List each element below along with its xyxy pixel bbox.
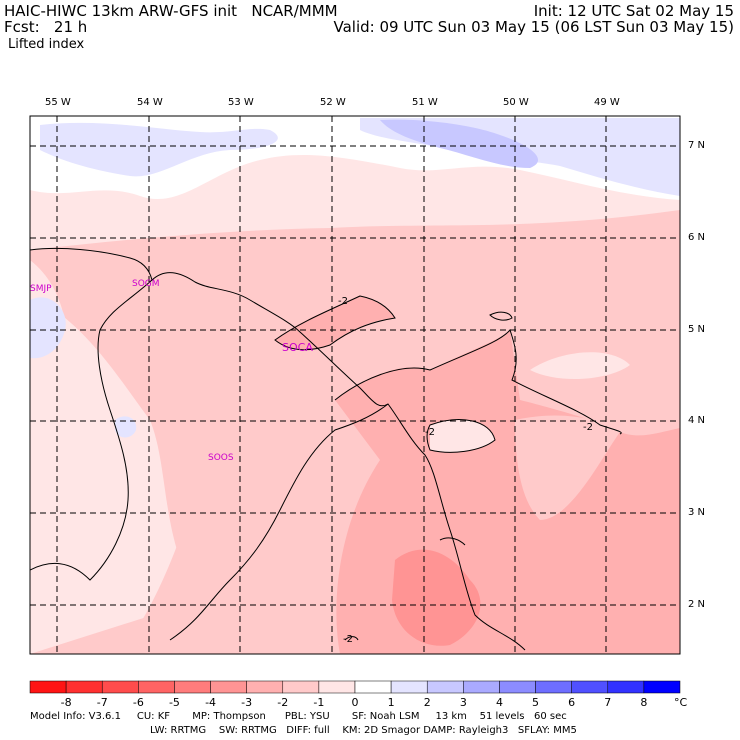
lon-label: 49 W — [594, 97, 620, 108]
lon-label: 50 W — [503, 97, 529, 108]
station-label: SOOS — [208, 453, 234, 463]
lon-label: 55 W — [45, 97, 71, 108]
colorbar-tick-label: 1 — [387, 696, 395, 709]
lon-label: 51 W — [412, 97, 438, 108]
colorbar-swatch — [138, 680, 175, 694]
colorbar-tick-label: -3 — [241, 696, 253, 709]
colorbar-tick-label: -8 — [60, 696, 72, 709]
station-label: SMJP — [30, 284, 52, 294]
colorbar-tick-label: 7 — [604, 696, 612, 709]
colorbar-tick-label: -7 — [96, 696, 108, 709]
station-label: SOCA — [282, 341, 313, 354]
contour-label: -2 — [343, 634, 353, 645]
map-frame — [29, 115, 681, 655]
colorbar-swatch — [210, 680, 247, 694]
colorbar-swatch — [607, 680, 645, 694]
lat-label: 7 N — [688, 140, 706, 151]
colorbar-tick-label: -5 — [168, 696, 180, 709]
contours — [274, 295, 622, 641]
station-label: SOGM — [132, 279, 160, 289]
lat-label: 5 N — [688, 324, 706, 335]
colorbar-swatch — [426, 680, 464, 694]
colorbar — [29, 680, 681, 694]
lon-label: 54 W — [137, 97, 163, 108]
colorbar-tick-label: -6 — [132, 696, 144, 709]
forecast-hour: Fcst: 21 h — [4, 18, 88, 36]
colorbar-swatch — [499, 680, 536, 694]
colorbar-tick-label: 2 — [423, 696, 431, 709]
valid-time: Valid: 09 UTC Sun 03 May 15 (06 LST Sun … — [333, 18, 734, 36]
lon-label: 52 W — [320, 97, 346, 108]
colorbar-tick-label: 0 — [351, 696, 359, 709]
init-time: Init: 12 UTC Sat 02 May 15 — [533, 2, 734, 20]
lat-label: 4 N — [688, 415, 706, 426]
model-info: Model Info: V3.6.1 CU: KF MP: Thompson P… — [30, 711, 567, 722]
contour-label: -2 — [583, 422, 593, 433]
colorbar-swatch — [571, 680, 609, 694]
colorbar-tick-label: 4 — [495, 696, 503, 709]
colorbar-unit: °C — [674, 696, 688, 709]
lon-label: 53 W — [228, 97, 254, 108]
colorbar-swatch — [318, 680, 356, 694]
contour-label: -2 — [338, 296, 348, 307]
field-name: Lifted index — [8, 37, 85, 52]
colorbar-tick-label: 3 — [459, 696, 467, 709]
colorbar-tick-label: -1 — [313, 696, 325, 709]
lat-label: 6 N — [688, 232, 706, 243]
colorbar-tick-label: 6 — [568, 696, 576, 709]
colorbar-swatch — [65, 680, 103, 694]
model-title: HAIC-HIWC 13km ARW-GFS init NCAR/MMM — [4, 2, 338, 20]
physics-info: LW: RRTMG SW: RRTMG DIFF: full KM: 2D Sm… — [150, 725, 577, 736]
colorbar-swatch — [29, 680, 67, 694]
colorbar-swatch — [282, 680, 320, 694]
colorbar-tick-label: -4 — [205, 696, 217, 709]
colorbar-tick-label: -2 — [277, 696, 289, 709]
colorbar-swatch — [101, 680, 139, 694]
lifted-index-shading — [30, 116, 680, 654]
colorbar-swatch — [463, 680, 500, 694]
colorbar-swatch — [246, 680, 284, 694]
colorbar-tick-label: 5 — [532, 696, 540, 709]
colorbar-swatch — [390, 680, 428, 694]
colorbar-swatch — [535, 680, 572, 694]
colorbar-swatch — [354, 680, 392, 694]
coastline-borders — [30, 247, 526, 651]
lat-label: 2 N — [688, 599, 706, 610]
colorbar-swatch — [174, 680, 211, 694]
colorbar-swatch — [643, 680, 681, 694]
lat-label: 3 N — [688, 507, 706, 518]
colorbar-tick-label: 8 — [640, 696, 648, 709]
contour-label: -2 — [425, 427, 435, 438]
